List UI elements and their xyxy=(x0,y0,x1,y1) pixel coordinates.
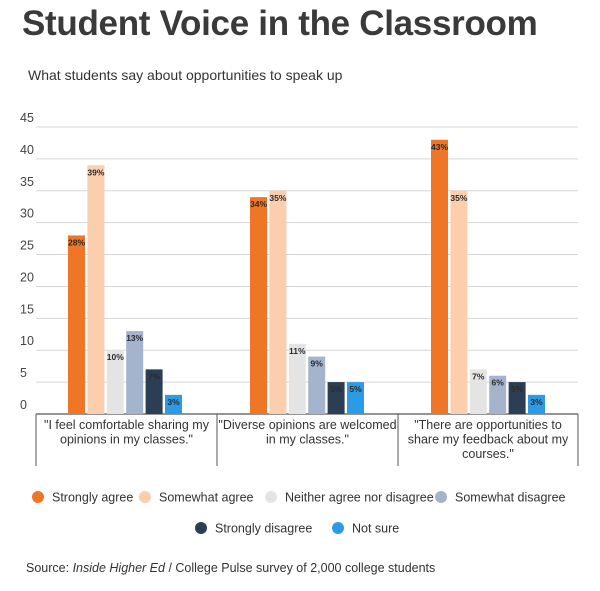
y-tick-label: 0 xyxy=(20,398,27,412)
bar xyxy=(450,190,468,414)
legend-swatch xyxy=(265,491,277,503)
data-label: 35% xyxy=(269,193,286,203)
x-category-label: in my classes." xyxy=(266,433,349,447)
x-category-label: "I feel comfortable sharing my xyxy=(44,418,210,432)
data-label: 3% xyxy=(530,397,543,407)
bar xyxy=(165,394,182,414)
legend-swatch xyxy=(435,491,447,503)
bar xyxy=(87,165,105,414)
bar xyxy=(68,235,85,414)
data-label: 7% xyxy=(472,371,485,381)
bar xyxy=(145,369,163,414)
chart-title: Student Voice in the Classroom xyxy=(22,4,538,43)
legend-swatch xyxy=(32,491,44,503)
y-tick-label: 5 xyxy=(20,366,27,380)
legend-label: Somewhat disagree xyxy=(455,491,566,505)
bar xyxy=(347,382,364,414)
data-label: 7% xyxy=(148,371,161,381)
bar xyxy=(288,343,306,414)
data-label: 5% xyxy=(330,384,343,394)
legend-label: Not sure xyxy=(352,522,399,536)
x-category-label: courses." xyxy=(462,447,514,461)
bar xyxy=(489,375,507,414)
y-tick-label: 45 xyxy=(20,111,34,125)
data-label: 5% xyxy=(349,384,362,394)
y-tick-label: 15 xyxy=(20,302,34,316)
data-label: 3% xyxy=(167,397,180,407)
data-label: 10% xyxy=(107,352,124,362)
bar xyxy=(250,197,267,414)
bar xyxy=(269,190,287,414)
chart-subtitle: What students say about opportunities to… xyxy=(28,67,343,83)
data-label: 11% xyxy=(289,346,306,356)
legend-swatch xyxy=(139,491,151,503)
data-label: 35% xyxy=(450,193,467,203)
x-category-label: "There are opportunities to xyxy=(414,418,562,432)
y-tick-label: 30 xyxy=(20,207,34,221)
source-note: Source: Inside Higher Ed / College Pulse… xyxy=(26,561,435,575)
data-label: 6% xyxy=(492,378,505,388)
bar xyxy=(106,350,124,414)
legend-label: Neither agree nor disagree xyxy=(285,491,434,505)
bar xyxy=(431,139,448,414)
data-label: 43% xyxy=(431,142,448,152)
y-tick-label: 10 xyxy=(20,334,34,348)
y-tick-label: 20 xyxy=(20,270,34,284)
x-category-label: "Diverse opinions are welcomed xyxy=(218,418,396,432)
data-label: 28% xyxy=(68,237,85,247)
legend-swatch xyxy=(332,522,344,534)
legend-label: Strongly agree xyxy=(52,491,133,505)
y-tick-label: 25 xyxy=(20,239,34,253)
source-suffix: / College Pulse survey of 2,000 college … xyxy=(164,561,436,575)
bar xyxy=(126,331,144,414)
legend-label: Strongly disagree xyxy=(215,522,312,536)
x-category-label: share my feedback about my xyxy=(408,433,569,447)
bar xyxy=(528,394,545,414)
y-tick-label: 40 xyxy=(20,143,34,157)
x-category-label: opinions in my classes." xyxy=(60,433,193,447)
data-label: 39% xyxy=(87,167,104,177)
y-tick-label: 35 xyxy=(20,175,34,189)
data-label: 34% xyxy=(250,199,267,209)
data-label: 5% xyxy=(511,384,524,394)
data-label: 13% xyxy=(126,333,143,343)
bar xyxy=(327,382,345,414)
bar xyxy=(308,356,326,414)
bar xyxy=(508,382,526,414)
bar xyxy=(469,369,487,414)
legend-swatch xyxy=(195,522,207,534)
data-label: 9% xyxy=(311,359,324,369)
legend-label: Somewhat agree xyxy=(159,491,254,505)
source-prefix: Source: xyxy=(26,561,73,575)
source-publication: Inside Higher Ed xyxy=(72,561,165,575)
